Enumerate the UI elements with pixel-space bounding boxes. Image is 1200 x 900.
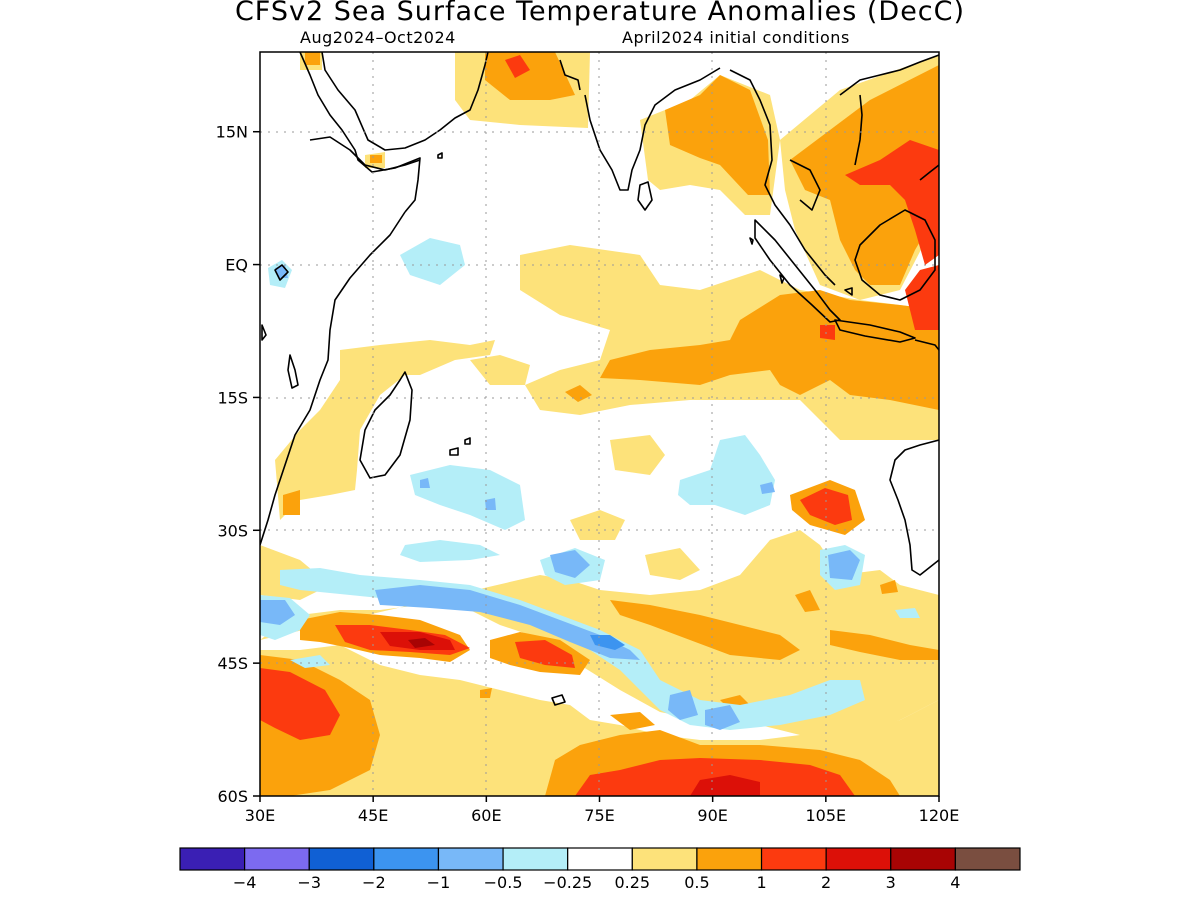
longitude-axis: 30E 45E 60E 75E 90E 105E 120E [245, 796, 960, 825]
lat-tick-label: EQ [225, 256, 248, 275]
colorbar-swatch [502, 847, 569, 871]
forecast-period: Aug2024–Oct2024 [300, 28, 456, 47]
lat-tick-label: 15N [216, 123, 248, 142]
lat-tick-label: 60S [217, 787, 248, 806]
lon-tick-label: 30E [245, 806, 275, 825]
colorbar-swatch [244, 847, 310, 871]
colorbar-label: 4 [950, 873, 960, 892]
colorbar-label: 3 [886, 873, 896, 892]
colorbar-swatch [308, 847, 375, 871]
lat-tick-label: 15S [217, 388, 248, 407]
map-title: CFSv2 Sea Surface Temperature Anomalies … [234, 0, 966, 27]
anomaly-field [260, 52, 939, 796]
lon-tick-label: 45E [358, 806, 388, 825]
colorbar-swatch [825, 847, 892, 871]
colorbar-label: 0.25 [614, 873, 650, 892]
lon-tick-label: 75E [584, 806, 614, 825]
colorbar-swatch [179, 847, 246, 871]
lat-tick-label: 45S [217, 654, 248, 673]
initial-conditions: April2024 initial conditions [622, 28, 850, 47]
lat-tick-label: 30S [217, 521, 248, 540]
colorbar: −4 −3 −2 −1 −0.5 −0.25 0.25 0.5 1 2 3 4 [179, 847, 1021, 892]
colorbar-swatch [631, 847, 698, 871]
colorbar-label: −1 [427, 873, 451, 892]
colorbar-label: 1 [756, 873, 766, 892]
colorbar-label: 0.5 [684, 873, 709, 892]
colorbar-label: 2 [821, 873, 831, 892]
colorbar-label: −0.5 [484, 873, 523, 892]
colorbar-swatch [437, 847, 504, 871]
colorbar-swatch [373, 847, 440, 871]
latitude-axis: 15N EQ 15S 30S 45S 60S [216, 123, 260, 806]
anomaly-3-4 [408, 638, 435, 648]
anomaly-minus-1 [590, 635, 625, 650]
anomaly-minus-0.5 [260, 265, 860, 730]
map-grid [260, 52, 939, 796]
lon-tick-label: 105E [806, 806, 847, 825]
anomaly-minus-0.25 [260, 238, 920, 730]
lon-tick-label: 90E [697, 806, 727, 825]
coastlines [260, 52, 939, 706]
colorbar-swatch [567, 847, 633, 871]
anomaly-1-2 [260, 55, 939, 796]
colorbar-label: −4 [233, 873, 257, 892]
colorbar-swatch [954, 847, 1021, 871]
colorbar-swatch [760, 847, 827, 871]
colorbar-label: −3 [297, 873, 321, 892]
colorbar-swatch [696, 847, 763, 871]
colorbar-label: −0.25 [543, 873, 592, 892]
lon-tick-label: 60E [471, 806, 501, 825]
lon-tick-label: 120E [919, 806, 960, 825]
colorbar-swatch [890, 847, 956, 871]
colorbar-label: −2 [362, 873, 386, 892]
